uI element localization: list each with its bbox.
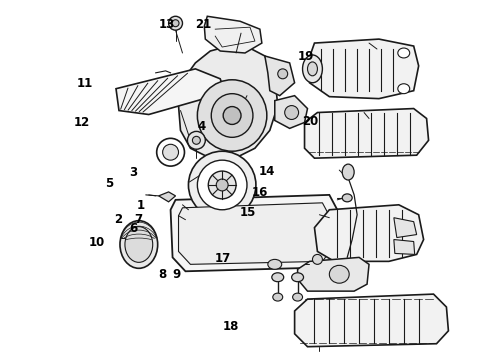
Polygon shape [171, 195, 339, 271]
Ellipse shape [197, 160, 247, 210]
Ellipse shape [302, 55, 322, 83]
Text: 19: 19 [297, 50, 314, 63]
Text: 14: 14 [259, 165, 275, 177]
Text: 10: 10 [89, 236, 105, 249]
Text: 3: 3 [129, 166, 137, 179]
Ellipse shape [188, 131, 205, 149]
Polygon shape [159, 192, 175, 202]
Ellipse shape [398, 84, 410, 94]
Text: 7: 7 [134, 213, 142, 226]
Polygon shape [294, 294, 448, 347]
Ellipse shape [398, 48, 410, 58]
Ellipse shape [292, 273, 303, 282]
Text: 4: 4 [197, 120, 205, 133]
Polygon shape [178, 43, 278, 158]
Text: 1: 1 [136, 198, 145, 212]
Ellipse shape [172, 20, 179, 27]
Polygon shape [265, 56, 294, 96]
Polygon shape [305, 109, 429, 158]
Ellipse shape [342, 164, 354, 180]
Text: 12: 12 [74, 116, 90, 129]
Text: 11: 11 [76, 77, 93, 90]
Ellipse shape [313, 255, 322, 264]
Text: 16: 16 [251, 186, 268, 199]
Polygon shape [394, 239, 415, 255]
Polygon shape [394, 218, 416, 238]
Ellipse shape [308, 62, 318, 76]
Ellipse shape [211, 94, 253, 137]
Polygon shape [204, 16, 262, 53]
Ellipse shape [169, 16, 182, 30]
Text: 8: 8 [158, 268, 167, 281]
Text: 21: 21 [196, 18, 212, 31]
Polygon shape [297, 257, 369, 291]
Ellipse shape [157, 138, 184, 166]
Ellipse shape [329, 265, 349, 283]
Text: 5: 5 [105, 177, 113, 190]
Ellipse shape [278, 69, 288, 79]
Text: 9: 9 [173, 268, 181, 281]
Ellipse shape [125, 227, 153, 262]
Ellipse shape [216, 179, 228, 191]
Text: 2: 2 [115, 213, 122, 226]
Ellipse shape [293, 293, 302, 301]
Ellipse shape [342, 194, 352, 202]
Ellipse shape [120, 221, 158, 268]
Text: 15: 15 [239, 206, 256, 219]
Polygon shape [116, 69, 225, 114]
Ellipse shape [193, 136, 200, 144]
Text: 13: 13 [159, 18, 175, 31]
Ellipse shape [163, 144, 178, 160]
Polygon shape [315, 205, 424, 261]
Ellipse shape [272, 273, 284, 282]
Polygon shape [308, 39, 418, 99]
Ellipse shape [223, 107, 241, 125]
Text: 6: 6 [129, 222, 137, 235]
Ellipse shape [197, 80, 267, 151]
Text: 18: 18 [222, 320, 239, 333]
Ellipse shape [285, 105, 298, 120]
Text: 20: 20 [302, 114, 319, 127]
Ellipse shape [189, 151, 256, 219]
Text: 17: 17 [215, 252, 231, 265]
Ellipse shape [273, 293, 283, 301]
Ellipse shape [208, 171, 236, 199]
Ellipse shape [268, 260, 282, 269]
Polygon shape [275, 96, 308, 129]
Polygon shape [178, 203, 331, 264]
